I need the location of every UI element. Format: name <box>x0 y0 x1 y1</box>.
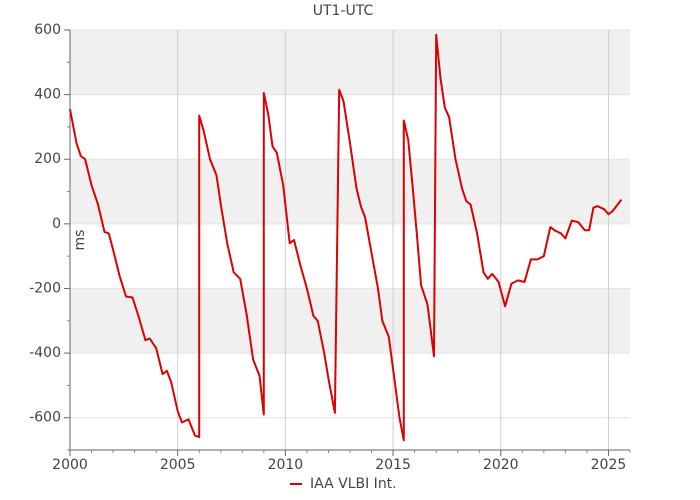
y-axis-label: ms <box>72 230 88 251</box>
y-tick-label: -400 <box>29 345 61 361</box>
x-tick-label: 2020 <box>483 457 519 473</box>
x-tick-label: 2005 <box>160 457 196 473</box>
chart-title: UT1-UTC <box>313 3 374 19</box>
data-line <box>69 33 623 442</box>
x-tick-label: 2010 <box>268 457 304 473</box>
y-tick-label: 600 <box>34 22 61 38</box>
legend-label: IAA VLBI Int. <box>310 476 397 492</box>
x-tick-label: 2015 <box>375 457 411 473</box>
y-tick-label: -200 <box>29 280 61 296</box>
y-tick-label: 200 <box>34 151 61 167</box>
y-tick-label: 0 <box>52 216 61 232</box>
grid-band <box>70 159 630 224</box>
x-tick-label: 2000 <box>52 457 88 473</box>
grid-band <box>70 30 630 95</box>
x-tick-label: 2025 <box>591 457 627 473</box>
grid-band <box>70 288 630 354</box>
y-tick-label: -600 <box>29 410 61 426</box>
y-tick-label: 400 <box>34 87 61 103</box>
